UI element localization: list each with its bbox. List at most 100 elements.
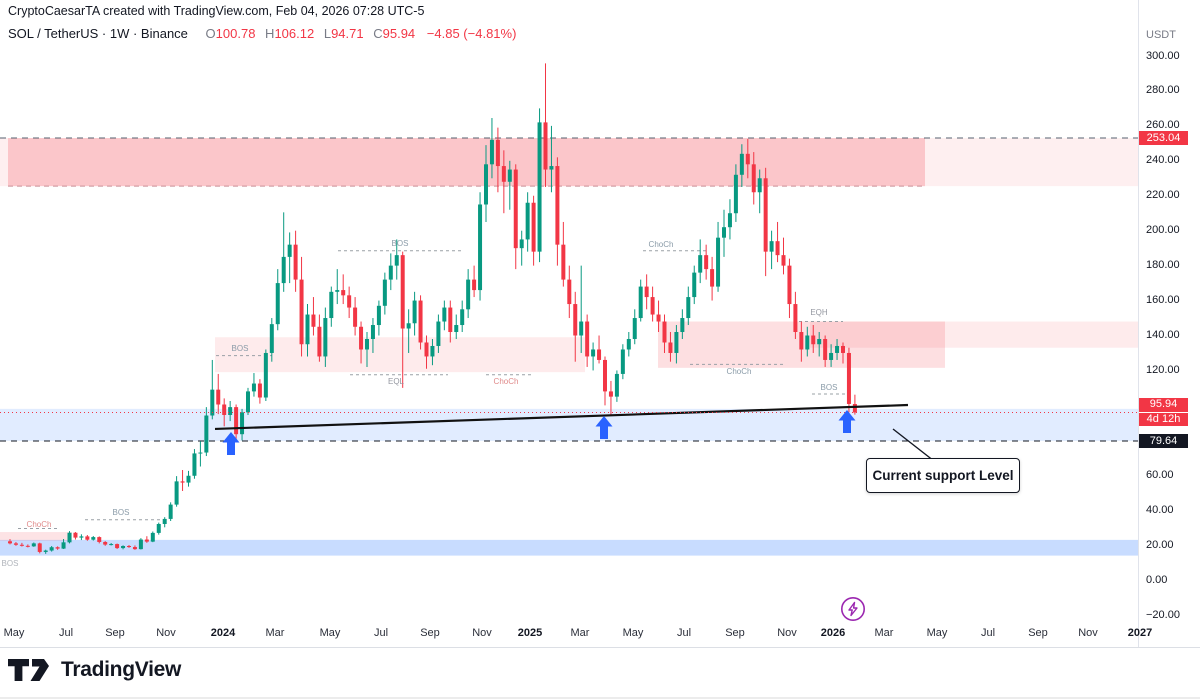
candle-body [424,342,429,357]
candle-body [793,304,798,333]
countdown-badge: 4d 12h [1139,412,1188,427]
tradingview-logo[interactable]: TradingView [8,658,181,682]
smc-label-choch: ChoCh [494,377,519,386]
candle-body [329,291,334,319]
candle-body [478,204,483,291]
candle-body [79,536,84,538]
smc-label-choch: ChoCh [649,240,674,249]
candle-body [567,279,572,305]
candle-body [127,545,131,548]
candle-body [662,321,667,343]
candle-body [222,404,227,415]
candle-body [234,407,239,435]
smc-label-bos: BOS [113,508,130,517]
candle-body [608,391,613,397]
candle-body [406,323,411,329]
smc-label-choch: ChoCh [727,367,752,376]
candle-body [686,297,691,319]
time-tick: Mar [570,627,590,639]
candle-body [85,536,90,540]
candle-body [722,227,726,238]
candle-body [835,345,840,353]
candle-body [376,305,381,326]
candle-body [43,550,48,552]
candle-body [454,325,459,333]
candle-body [739,153,744,175]
candle-body [138,539,143,550]
ohlc-high-label: H [265,26,275,41]
resistance-zone-full [0,138,1138,187]
time-tick: May [3,627,25,639]
candle-body [591,349,596,357]
price-badge-support: 79.64 [1139,433,1188,448]
candle-body [388,265,393,280]
candle-body [55,547,60,549]
candle-body [19,544,24,546]
candle-body [174,481,179,505]
candle-body [210,389,215,416]
flash-icon[interactable] [840,596,866,622]
candle-body [727,213,732,228]
time-tick: 2027 [1127,627,1153,639]
callout-pointer-line [892,428,935,462]
candle-body [311,314,316,327]
candle-body [614,373,619,397]
ohlc-open-label: O [205,26,216,41]
candle-body [501,166,506,182]
support-arrow-up-icon[interactable] [595,416,613,439]
time-tick: Jul [980,627,996,639]
support-arrow-up-icon[interactable] [838,410,856,433]
candle-body [442,307,447,322]
candle-body [204,415,209,453]
candle-body [299,279,304,345]
candle-body [626,338,631,350]
candle-body [162,518,167,524]
resistance-zone-main [8,138,925,187]
candle-body [246,391,250,413]
price-axis-border [1138,0,1139,647]
candle-body [579,321,584,336]
support-callout-text: Current support Level [872,468,1014,483]
candle-body [109,544,114,546]
candle-body [632,318,637,339]
candle-body [495,139,500,167]
candle-body [811,335,816,345]
candle-body [335,290,340,292]
tradingview-logo-icon [8,658,49,681]
support-callout[interactable]: Current support Level [866,458,1020,493]
candle-body [61,542,66,549]
candle-body [192,453,197,476]
candle-body [852,404,857,413]
candle-body [460,309,465,326]
time-tick: Jul [58,627,74,639]
candle-body [555,166,560,245]
candle-body [31,543,36,547]
time-tick: Nov [472,627,492,639]
time-tick: May [319,627,341,639]
credit-line: CryptoCaesarTA created with TradingView.… [8,4,425,18]
time-tick: Sep [1028,627,1048,639]
chart-footer-divider [0,647,1200,648]
candle-body [144,539,149,542]
candle-body [775,241,780,256]
candle-body [347,295,352,308]
candle-body [49,547,54,551]
support-trendline[interactable] [214,403,909,431]
candle-body [281,256,286,284]
candle-body [781,255,786,266]
candle-body [103,541,108,545]
symbol-title[interactable]: SOL / TetherUS · 1W · Binance [8,26,188,41]
candle-body [132,547,137,550]
price-badge-current: 95.94 [1139,398,1188,412]
candle-body [418,300,423,343]
candle-body [168,504,173,519]
candle-body [150,532,155,542]
time-tick: 2024 [210,627,236,639]
time-tick: Sep [725,627,745,639]
support-arrow-up-icon[interactable] [222,432,240,455]
page-bottom-edge [0,697,1200,699]
candle-body [466,279,471,310]
time-axis[interactable]: May Jul Sep Nov 2024 Mar May Jul Sep Nov 2025 Mar Ma… [0,622,1200,647]
candle-body [846,352,851,404]
